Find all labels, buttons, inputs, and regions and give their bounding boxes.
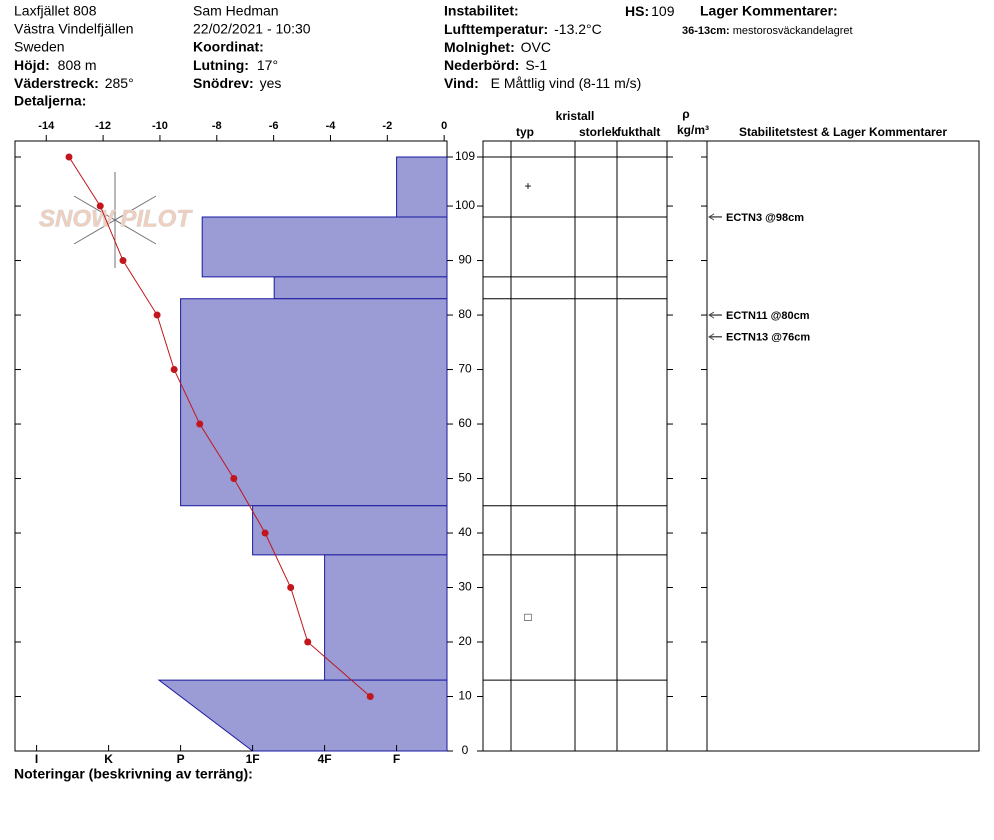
test-arrowhead	[708, 311, 715, 319]
grain-symbol: +	[524, 179, 531, 193]
y-tick-label: 40	[458, 525, 472, 539]
observer: Sam Hedman	[193, 3, 279, 19]
layer-comment: 36-13cm: mestorosväckandelagret	[682, 25, 853, 37]
y-tick-label: 30	[458, 580, 472, 594]
x-tick-label: -12	[95, 120, 111, 132]
column-header: typ	[516, 125, 534, 139]
test-arrowhead	[708, 213, 715, 221]
air-temp: Lufttemperatur: -13.2°C	[444, 21, 602, 37]
x-tick-label: -10	[152, 120, 168, 132]
temperature-point	[153, 311, 161, 319]
coordinate: Koordinat:	[193, 39, 264, 55]
column-header: Stabilitetstest & Lager Kommentarer	[739, 125, 947, 139]
y-tick-label: 60	[458, 416, 472, 430]
region: Västra Vindelfjällen	[14, 21, 134, 37]
y-tick-label: 90	[458, 253, 472, 267]
y-tick-label: 100	[455, 198, 475, 212]
x-tick-label: -6	[269, 120, 279, 132]
details: Detaljerna:	[14, 93, 86, 109]
test-arrowhead	[708, 333, 715, 341]
temperature-point	[230, 475, 238, 483]
instability: Instabilitet:	[444, 3, 519, 19]
temperature-point	[96, 202, 104, 210]
precip: Nederbörd: S-1	[444, 57, 547, 73]
temperature-point	[261, 529, 269, 537]
country: Sweden	[14, 39, 65, 55]
column-header: kg/m³	[677, 123, 709, 137]
footer: Noteringar (beskrivning av terräng):	[14, 766, 253, 782]
x-tick-label: -2	[382, 120, 392, 132]
hardness-tick-label: K	[104, 752, 113, 766]
hs: HS: 109	[625, 3, 675, 19]
hardness-tick-label: 4F	[318, 752, 332, 766]
sky: Molnighet: OVC	[444, 39, 551, 55]
temperature-point	[366, 693, 374, 701]
temperature-point	[196, 420, 204, 428]
column-header: ρ	[682, 107, 689, 121]
hardness-layer	[180, 298, 448, 507]
hardness-tick-label: 1F	[246, 752, 260, 766]
x-tick-label: 0	[441, 120, 447, 132]
y-tick-label: 0	[462, 743, 469, 757]
column-header: kristall	[556, 109, 595, 123]
hardness-layer	[201, 216, 448, 278]
temperature-point	[304, 638, 312, 646]
datetime: 22/02/2021 - 10:30	[193, 21, 311, 37]
y-tick-label: 50	[458, 471, 472, 485]
grain-symbol: □	[524, 610, 531, 624]
logo-text: SNOW PILOT	[39, 205, 193, 232]
test-label: ECTN3 @98cm	[726, 212, 804, 224]
temperature-point	[65, 153, 73, 161]
y-tick-label: 10	[458, 689, 472, 703]
hardness-tick-label: F	[393, 752, 400, 766]
test-label: ECTN11 @80cm	[726, 310, 810, 322]
layer-comments-title: Lager Kommentarer:	[700, 3, 838, 19]
location: Laxfjället 808	[14, 3, 97, 19]
hardness-tick-label: I	[35, 752, 38, 766]
hardness-tick-label: P	[177, 752, 185, 766]
elevation: Höjd: 808 m	[14, 57, 97, 73]
slope: Lutning: 17°	[193, 57, 278, 73]
y-tick-label: 20	[458, 634, 472, 648]
temperature-point	[287, 584, 295, 592]
wind: Vind: E Måttlig vind (8-11 m/s)	[444, 75, 641, 91]
hardness-layer	[324, 554, 448, 681]
y-tick-label: 70	[458, 362, 472, 376]
test-label: ECTN13 @76cm	[726, 332, 810, 344]
drift: Snödrev: yes	[193, 75, 281, 91]
hardness-layer	[252, 505, 448, 556]
y-tick-label: 109	[455, 149, 475, 163]
temperature-point	[170, 366, 178, 374]
column-header: fukthalt	[617, 125, 660, 139]
x-tick-label: -8	[212, 120, 222, 132]
hardness-layer	[273, 276, 448, 300]
hardness-layer	[396, 156, 448, 218]
x-tick-label: -4	[326, 120, 337, 132]
table-frame	[482, 140, 980, 752]
y-tick-label: 80	[458, 307, 472, 321]
aspect: Väderstreck: 285°	[14, 75, 134, 91]
temperature-point	[119, 257, 127, 265]
logo: SNOW PILOT	[39, 172, 194, 268]
hardness-layer	[157, 679, 448, 752]
x-tick-label: -14	[38, 120, 55, 132]
column-header: storlek	[579, 125, 619, 139]
